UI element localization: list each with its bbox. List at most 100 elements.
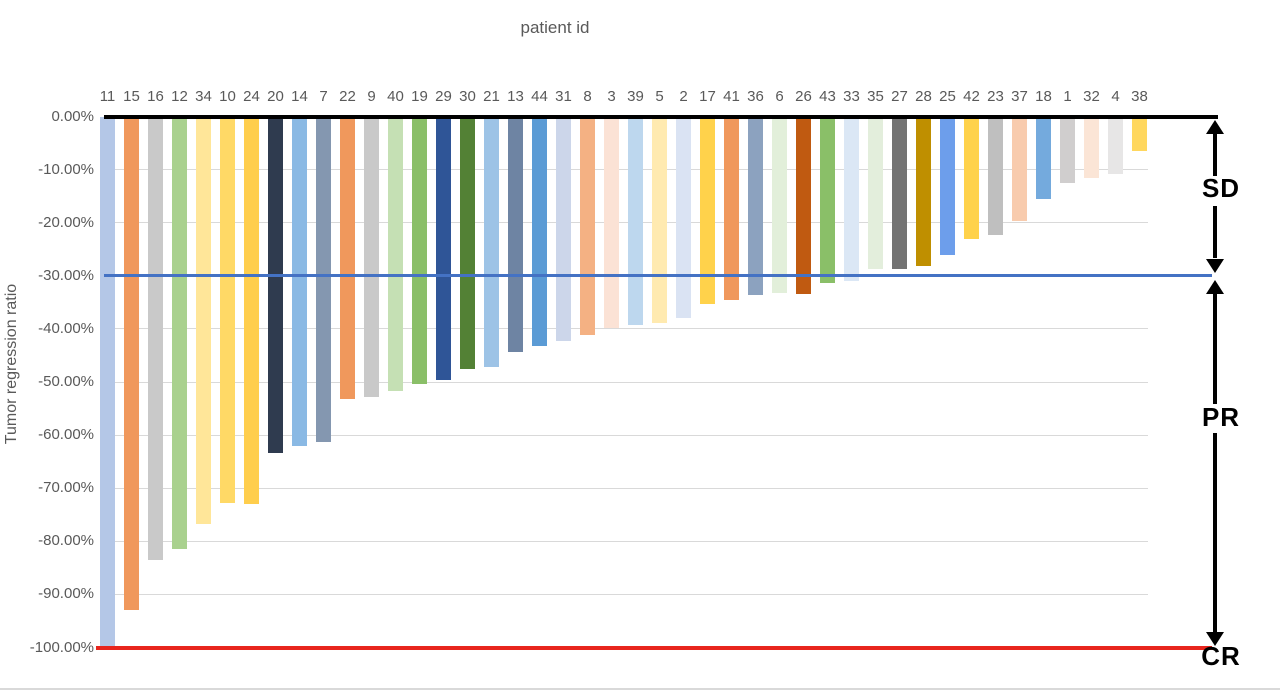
patient-id-label: 34 xyxy=(195,88,212,105)
patient-id-label: 38 xyxy=(1131,88,1148,105)
bar-patient-19 xyxy=(412,116,427,384)
patient-id-label: 39 xyxy=(627,88,644,105)
patient-id-label: 21 xyxy=(483,88,500,105)
y-tick-label: -10.00% xyxy=(38,160,94,178)
sd-arrow-up-icon xyxy=(1206,120,1224,134)
bar-patient-8 xyxy=(580,116,595,335)
bar-patient-32 xyxy=(1084,116,1099,179)
patient-id-label: 28 xyxy=(915,88,932,105)
patient-id-label: 42 xyxy=(963,88,980,105)
bar-patient-43 xyxy=(820,116,835,284)
y-tick-label: -60.00% xyxy=(38,426,94,444)
bar-patient-16 xyxy=(148,116,163,560)
y-tick-label: -50.00% xyxy=(38,373,94,390)
bar-patient-3 xyxy=(604,116,619,328)
bar-patient-28 xyxy=(916,116,931,267)
bar-patient-41 xyxy=(724,116,739,300)
bar-patient-21 xyxy=(484,116,499,368)
patient-id-label: 12 xyxy=(171,88,188,105)
bar-patient-44 xyxy=(532,116,547,347)
patient-id-label: 6 xyxy=(775,88,784,105)
patient-id-label: 26 xyxy=(795,88,812,105)
bar-patient-23 xyxy=(988,116,1003,235)
sd-label: SD xyxy=(1201,173,1241,203)
patient-id-label: 4 xyxy=(1111,88,1120,105)
gridline xyxy=(104,434,1148,436)
patient-id-label: 30 xyxy=(459,88,476,105)
bar-patient-30 xyxy=(460,116,475,370)
bar-patient-13 xyxy=(508,116,523,352)
patient-id-label: 11 xyxy=(99,88,116,105)
y-tick-label: -90.00% xyxy=(38,585,94,603)
bar-patient-9 xyxy=(364,116,379,397)
bar-patient-10 xyxy=(220,116,235,503)
patient-id-label: 40 xyxy=(387,88,404,105)
patient-id-label: 31 xyxy=(555,88,572,105)
bar-patient-35 xyxy=(868,116,883,270)
patient-id-label: 43 xyxy=(819,88,836,105)
patient-id-label: 13 xyxy=(507,88,524,105)
bar-patient-15 xyxy=(124,116,139,611)
zero-line xyxy=(104,114,1218,119)
gridline xyxy=(104,593,1148,595)
patient-id-label: 20 xyxy=(267,88,284,105)
patient-id-label: 27 xyxy=(891,88,908,105)
bar-patient-26 xyxy=(796,116,811,294)
gridline xyxy=(104,381,1148,383)
patient-id-label: 16 xyxy=(147,88,164,105)
bar-patient-33 xyxy=(844,116,859,281)
patient-id-label: 29 xyxy=(435,88,452,105)
gridline xyxy=(104,487,1148,489)
patient-id-label: 23 xyxy=(987,88,1004,105)
y-tick-label: -40.00% xyxy=(38,319,94,337)
bar-patient-12 xyxy=(172,116,187,550)
gridline xyxy=(104,222,1148,224)
patient-id-label: 15 xyxy=(123,88,140,105)
bar-patient-42 xyxy=(964,116,979,239)
bar-patient-40 xyxy=(388,116,403,391)
patient-id-label: 17 xyxy=(699,88,716,105)
y-tick-label: 0.00% xyxy=(51,107,94,125)
bar-patient-34 xyxy=(196,116,211,524)
bar-patient-14 xyxy=(292,116,307,447)
bar-patient-20 xyxy=(268,116,283,453)
bottom-divider xyxy=(0,688,1280,690)
bar-patient-4 xyxy=(1108,116,1123,174)
cr-line xyxy=(96,646,1212,650)
bar-patient-7 xyxy=(316,116,331,442)
bar-patient-37 xyxy=(1012,116,1027,221)
pr-arrow-shaft-top xyxy=(1213,292,1217,404)
patient-id-label: 2 xyxy=(679,88,688,105)
y-tick-label: -70.00% xyxy=(38,479,94,497)
pr-arrow-up-icon xyxy=(1206,280,1224,294)
pr-arrow-down-icon xyxy=(1206,632,1224,646)
cr-label: CR xyxy=(1201,641,1241,671)
y-tick-label: -30.00% xyxy=(38,266,94,284)
y-tick-label: -80.00% xyxy=(38,532,94,550)
y-tick-label: -100.00% xyxy=(29,638,94,656)
pr-arrow-shaft-bottom xyxy=(1213,433,1217,633)
bar-patient-22 xyxy=(340,116,355,399)
patient-id-label: 32 xyxy=(1083,88,1100,105)
bar-patient-25 xyxy=(940,116,955,256)
bar-patient-39 xyxy=(628,116,643,325)
patient-id-label: 5 xyxy=(655,88,664,105)
patient-id-label: 10 xyxy=(219,88,236,105)
y-tick-label: -20.00% xyxy=(38,213,94,231)
bar-patient-24 xyxy=(244,116,259,505)
patient-id-label: 19 xyxy=(411,88,428,105)
patient-id-label: 7 xyxy=(319,88,328,105)
patient-id-label: 3 xyxy=(607,88,616,105)
bar-patient-1 xyxy=(1060,116,1075,183)
y-axis-title: Tumor regression ratio xyxy=(3,283,20,445)
patient-id-label: 41 xyxy=(723,88,740,105)
bar-patient-38 xyxy=(1132,116,1147,151)
bar-patient-18 xyxy=(1036,116,1051,199)
pr-threshold-line xyxy=(104,274,1212,278)
sd-arrow-down-icon xyxy=(1206,259,1224,273)
patient-id-label: 37 xyxy=(1011,88,1028,105)
patient-id-label: 9 xyxy=(367,88,376,105)
gridline xyxy=(104,540,1148,542)
patient-id-label: 14 xyxy=(291,88,308,105)
